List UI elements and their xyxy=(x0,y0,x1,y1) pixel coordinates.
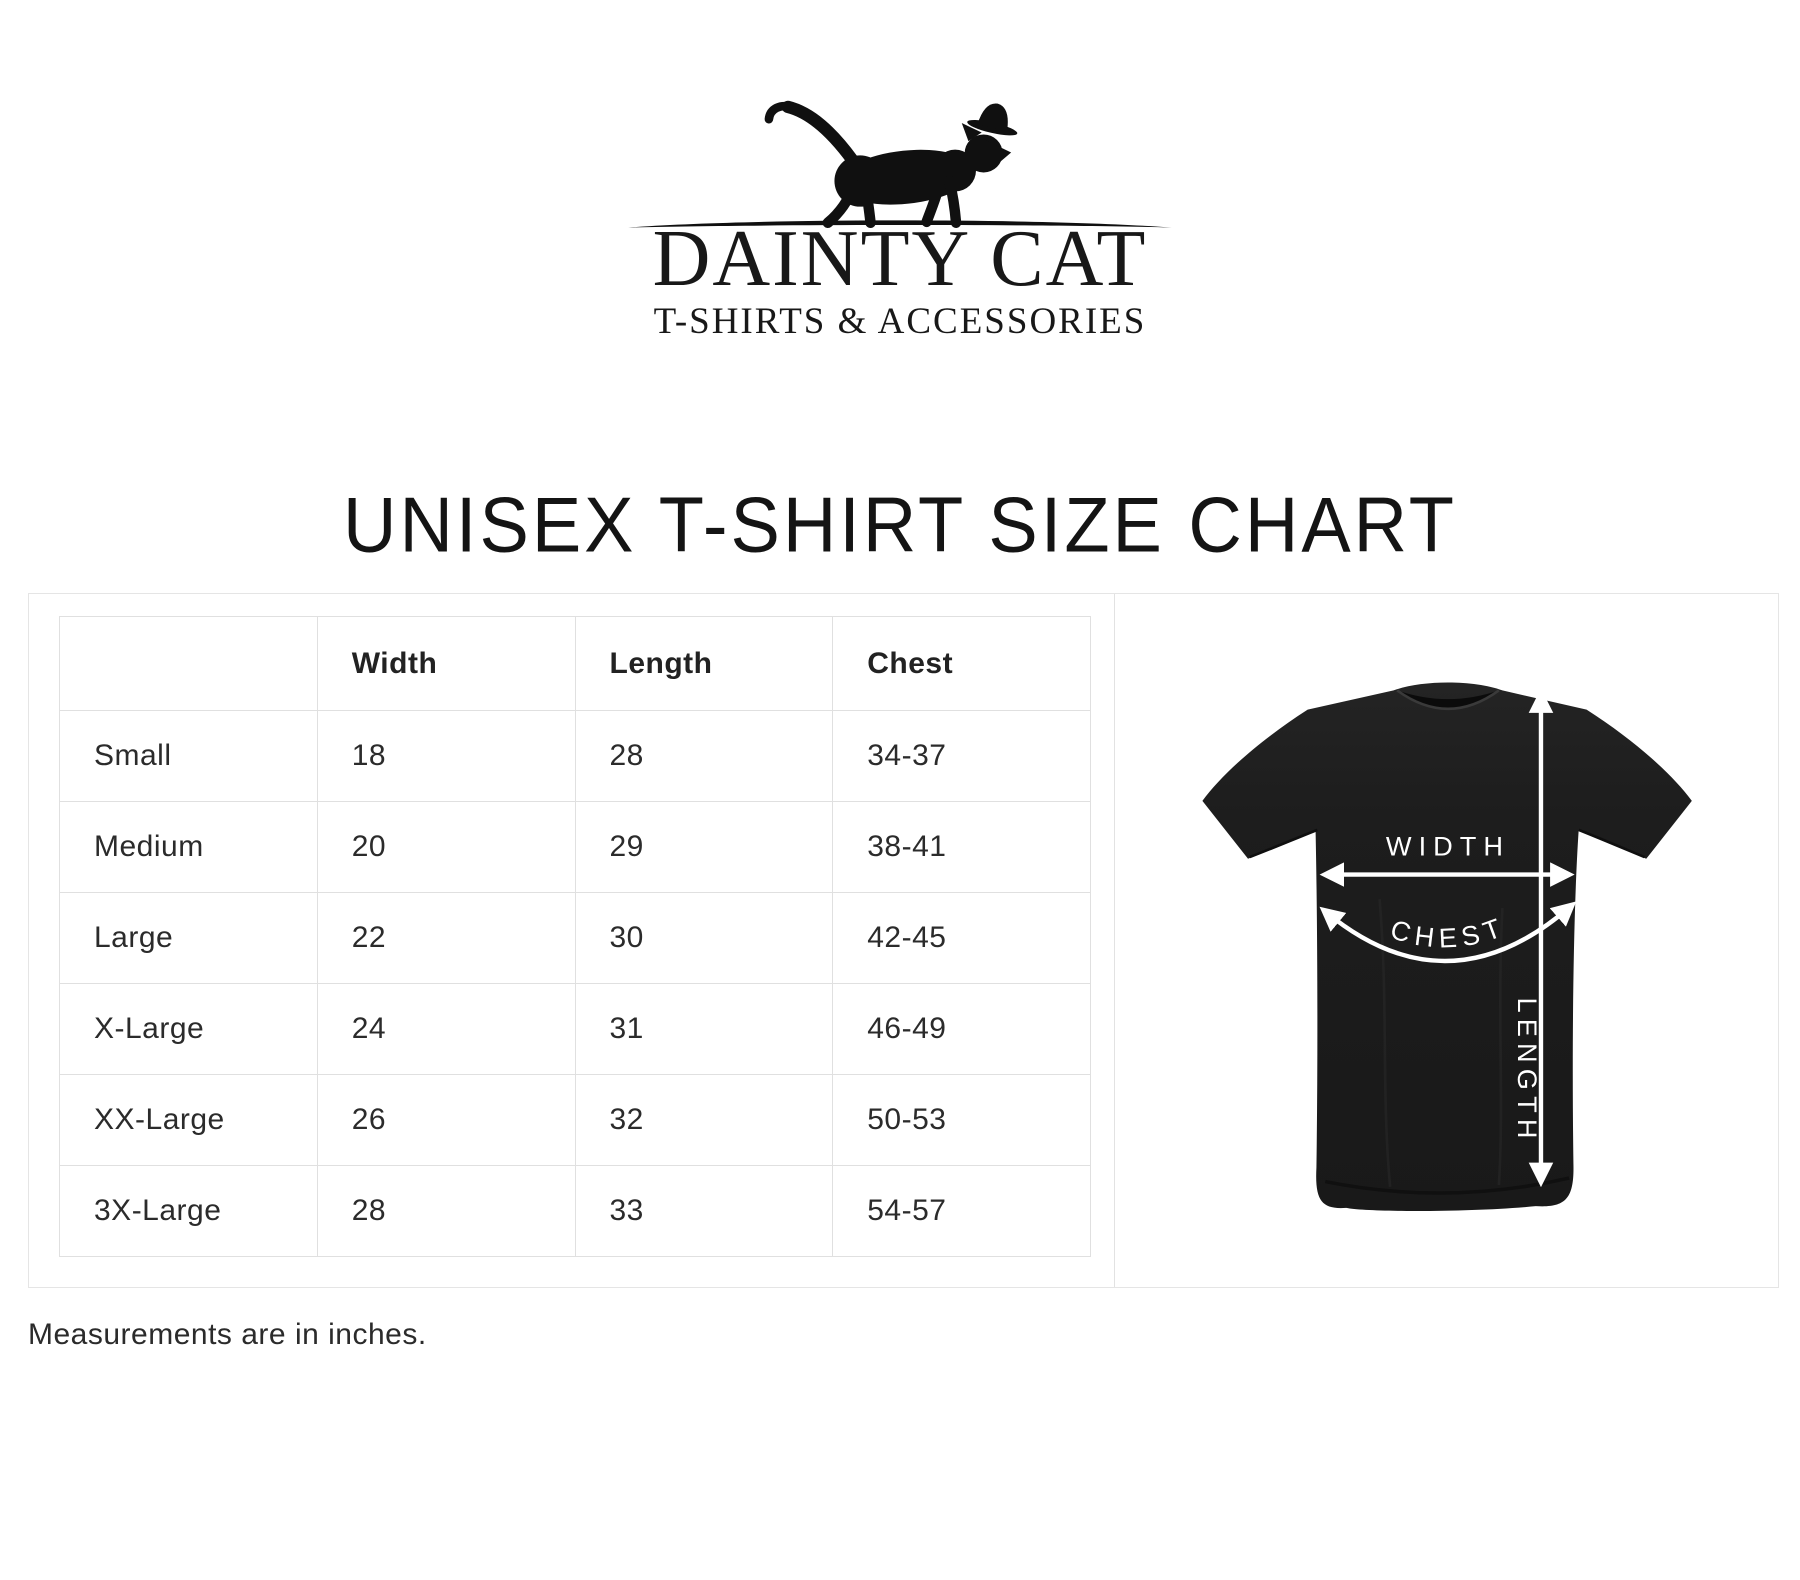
header-cell-length: Length xyxy=(574,616,834,711)
tshirt-silhouette xyxy=(1202,682,1692,1211)
cell-width: 20 xyxy=(316,801,576,893)
cell-size: 3X-Large xyxy=(59,1165,318,1257)
cell-chest: 38-41 xyxy=(832,801,1091,893)
length-label: LENGTH xyxy=(1512,998,1543,1145)
cell-width: 26 xyxy=(316,1074,576,1166)
header-cell-size xyxy=(59,616,318,711)
size-table: Width Length Chest Small 18 28 34-37 Med… xyxy=(59,616,1091,1257)
cell-length: 32 xyxy=(574,1074,834,1166)
table-row: X-Large 24 31 46-49 xyxy=(59,983,1091,1075)
cell-chest: 54-57 xyxy=(832,1165,1091,1257)
tshirt-measurement-diagram: WIDTH CHEST LENGTH xyxy=(1202,682,1692,1211)
cell-length: 31 xyxy=(574,983,834,1075)
cell-width: 24 xyxy=(316,983,576,1075)
size-chart-panel: Width Length Chest Small 18 28 34-37 Med… xyxy=(28,593,1779,1288)
table-row: Small 18 28 34-37 xyxy=(59,710,1091,802)
cell-length: 33 xyxy=(574,1165,834,1257)
width-arrow: WIDTH xyxy=(1319,830,1575,887)
table-row: XX-Large 26 32 50-53 xyxy=(59,1074,1091,1166)
cell-chest: 50-53 xyxy=(832,1074,1091,1166)
cell-length: 30 xyxy=(574,892,834,984)
shirt-diagram-cell: WIDTH CHEST LENGTH xyxy=(1115,594,1780,1289)
cell-width: 18 xyxy=(316,710,576,802)
cell-width: 28 xyxy=(316,1165,576,1257)
page-title: UNISEX T-SHIRT SIZE CHART xyxy=(343,481,1457,569)
measurements-footnote: Measurements are in inches. xyxy=(28,1318,427,1351)
cell-size: Large xyxy=(59,892,318,984)
header-cell-chest: Chest xyxy=(832,616,1091,711)
cell-chest: 42-45 xyxy=(832,892,1091,984)
length-arrow: LENGTH xyxy=(1512,688,1554,1188)
cell-width: 22 xyxy=(316,892,576,984)
table-row: Medium 20 29 38-41 xyxy=(59,801,1091,893)
table-row: 3X-Large 28 33 54-57 xyxy=(59,1165,1091,1257)
cell-chest: 34-37 xyxy=(832,710,1091,802)
cell-length: 28 xyxy=(574,710,834,802)
cell-chest: 46-49 xyxy=(832,983,1091,1075)
cell-size: Small xyxy=(59,710,318,802)
brand-logo xyxy=(0,86,1800,243)
cat-with-bowler-hat-icon xyxy=(628,100,1172,229)
cell-length: 29 xyxy=(574,801,834,893)
header-cell-width: Width xyxy=(316,616,576,711)
brand-tagline: T-SHIRTS & ACCESSORIES xyxy=(653,301,1147,342)
panel-divider xyxy=(1114,594,1115,1287)
table-row: Large 22 30 42-45 xyxy=(59,892,1091,984)
cell-size: X-Large xyxy=(59,983,318,1075)
cell-size: XX-Large xyxy=(59,1074,318,1166)
size-table-header-row: Width Length Chest xyxy=(59,616,1091,711)
width-label: WIDTH xyxy=(1386,830,1510,861)
brand-name: DAINTY CAT xyxy=(652,215,1148,303)
cell-size: Medium xyxy=(59,801,318,893)
